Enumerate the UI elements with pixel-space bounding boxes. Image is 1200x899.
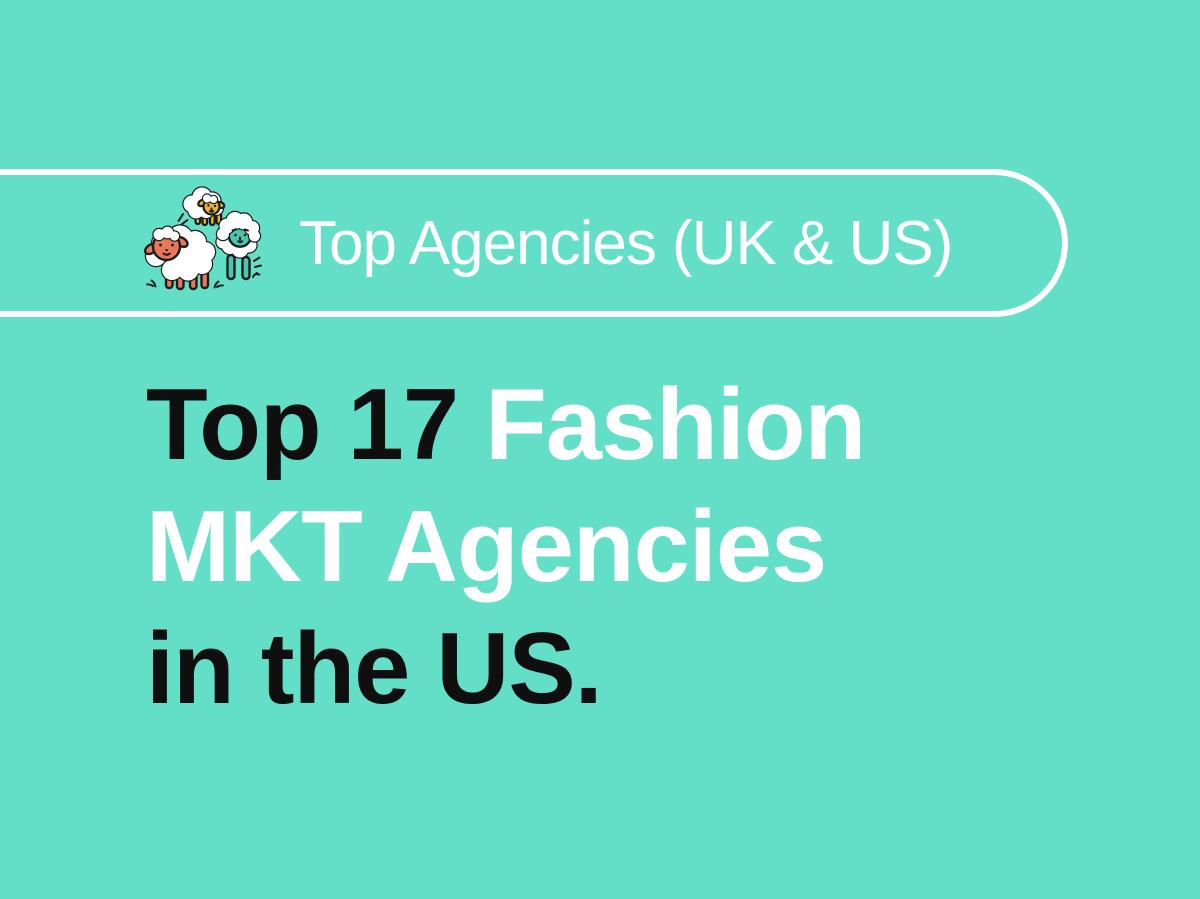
title-line-1-black: Top 17 bbox=[146, 369, 486, 481]
title-line-1: Top 17 Fashion bbox=[146, 364, 866, 486]
page-title: Top 17 Fashion MKT Agencies in the US. bbox=[146, 364, 866, 731]
title-line-3-black: in the US. bbox=[146, 613, 603, 726]
title-line-1-white: Fashion bbox=[485, 369, 866, 481]
sheep-yellow bbox=[177, 186, 226, 227]
sheep-coral bbox=[143, 224, 224, 291]
sheep-teal bbox=[215, 210, 262, 281]
title-line-2-white: MKT Agencies bbox=[146, 491, 827, 604]
title-line-2: MKT Agencies bbox=[146, 486, 865, 608]
sheep-flock-icon bbox=[143, 186, 262, 291]
badge-pill-outline bbox=[0, 169, 1068, 317]
title-line-3: in the US. bbox=[146, 608, 865, 730]
badge-label: Top Agencies (UK & US) bbox=[299, 208, 953, 278]
